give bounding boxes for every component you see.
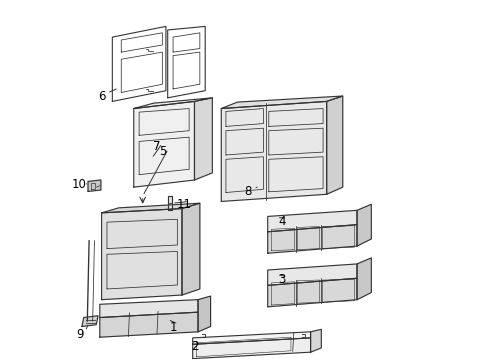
Polygon shape <box>134 102 194 187</box>
Polygon shape <box>102 203 200 213</box>
Polygon shape <box>221 96 342 109</box>
Polygon shape <box>112 26 165 102</box>
Text: 6: 6 <box>98 90 105 103</box>
Polygon shape <box>221 102 326 202</box>
Text: 10: 10 <box>72 178 87 191</box>
Polygon shape <box>82 316 98 327</box>
Polygon shape <box>194 98 212 180</box>
Polygon shape <box>100 300 198 318</box>
Text: 2: 2 <box>190 340 198 353</box>
Polygon shape <box>100 312 198 337</box>
Polygon shape <box>192 332 310 344</box>
Text: 3: 3 <box>278 273 285 286</box>
Polygon shape <box>198 296 210 332</box>
Polygon shape <box>102 208 182 300</box>
Polygon shape <box>267 264 356 285</box>
Text: 8: 8 <box>244 185 251 198</box>
Polygon shape <box>192 338 310 359</box>
Polygon shape <box>167 196 172 210</box>
Polygon shape <box>310 329 321 352</box>
Polygon shape <box>267 210 356 232</box>
Text: 1: 1 <box>169 321 177 334</box>
Polygon shape <box>167 26 205 98</box>
Polygon shape <box>356 204 370 246</box>
Polygon shape <box>326 96 342 194</box>
Polygon shape <box>267 225 356 253</box>
Text: 7: 7 <box>153 140 161 153</box>
Text: 9: 9 <box>76 328 84 341</box>
Polygon shape <box>134 98 212 109</box>
Polygon shape <box>182 203 200 295</box>
Text: 5: 5 <box>159 145 166 158</box>
Polygon shape <box>267 278 356 307</box>
Polygon shape <box>356 258 370 300</box>
Polygon shape <box>88 180 101 192</box>
Text: 4: 4 <box>278 215 285 228</box>
Text: 11: 11 <box>176 198 191 211</box>
